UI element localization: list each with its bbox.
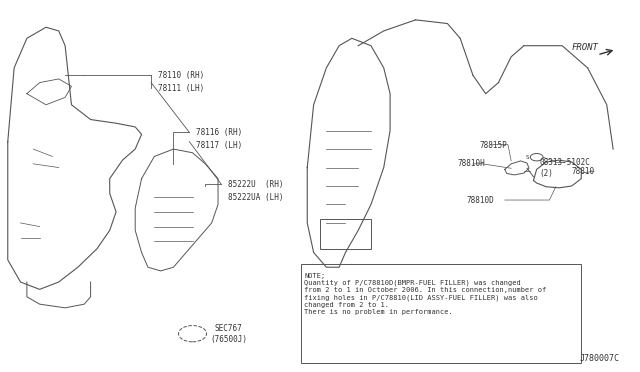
Text: SEC767: SEC767 xyxy=(215,324,243,333)
Text: 78810D: 78810D xyxy=(467,196,494,205)
Text: 85222UA (LH): 85222UA (LH) xyxy=(228,193,283,202)
Text: 78117 (LH): 78117 (LH) xyxy=(196,141,242,150)
Text: 78111 (LH): 78111 (LH) xyxy=(157,84,204,93)
Text: 78815P: 78815P xyxy=(479,141,507,150)
Text: (2): (2) xyxy=(540,169,554,177)
Text: 78110 (RH): 78110 (RH) xyxy=(157,71,204,80)
Text: NOTE;
Quantity of P/C78810D(BMPR-FUEL FILLER) was changed
from 2 to 1 in October: NOTE; Quantity of P/C78810D(BMPR-FUEL FI… xyxy=(304,273,547,315)
Text: S: S xyxy=(525,155,529,160)
Text: 85222U  (RH): 85222U (RH) xyxy=(228,180,283,189)
Text: 78116 (RH): 78116 (RH) xyxy=(196,128,242,137)
Text: FRONT: FRONT xyxy=(572,43,598,52)
Text: 78810H: 78810H xyxy=(457,159,484,169)
Text: 08313-5102C: 08313-5102C xyxy=(540,157,591,167)
Text: (76500J): (76500J) xyxy=(211,335,248,344)
Text: J780007C: J780007C xyxy=(579,354,620,363)
Bar xyxy=(320,219,371,249)
Text: 78810: 78810 xyxy=(572,167,595,176)
